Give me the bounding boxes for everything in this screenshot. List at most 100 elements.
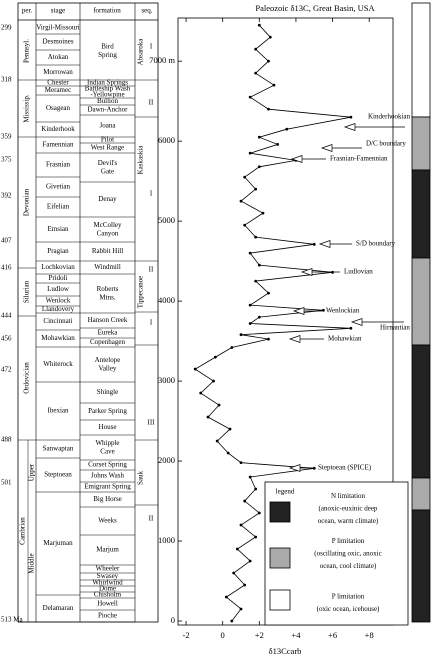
annotation: Steptoean (SPICE) [318, 464, 372, 472]
sequence-label: Kaskaskia [137, 145, 145, 175]
strat-frame [17, 2, 159, 623]
isotope-point [193, 367, 197, 371]
annotation: Wenlockian [326, 307, 360, 315]
isotope-point [272, 83, 276, 87]
isotope-point [322, 308, 325, 312]
formation-label: Swasey [97, 572, 119, 580]
formation-label: Antelope [95, 356, 121, 364]
stage-label: Eifelian [47, 203, 70, 211]
age-label: 375 [1, 156, 12, 164]
chart-title: Paleozoic δ13C, Great Basin, USA [255, 3, 375, 13]
formation-label: Bird [101, 42, 114, 50]
age-label: 407 [1, 237, 12, 245]
isotope-point [312, 466, 316, 470]
arrow-head [288, 464, 301, 472]
sequence-label: I [150, 319, 153, 327]
formation-label: Chisholm [94, 591, 122, 599]
stage-label: Meramec [45, 86, 71, 94]
legend-title: legend [276, 488, 295, 496]
sequence-label: Absaroka [137, 38, 145, 66]
isotope-point [239, 523, 243, 527]
isotope-point [285, 127, 289, 131]
formation-label: Rabbit Hill [92, 247, 123, 255]
stage-label: Llandovery [42, 305, 75, 313]
stage-label: Virgil-Missouri [36, 24, 79, 32]
formation-label: Devil's [98, 159, 118, 167]
sequence-label: II [149, 515, 154, 523]
isotope-point [254, 487, 258, 491]
annotation: Hirnantian [380, 324, 410, 332]
column-header: stage [51, 7, 65, 15]
limitation-bar [411, 169, 431, 259]
formation-label: Whirlwind [92, 579, 123, 587]
formation-label: Weeks [98, 517, 117, 525]
formation-label: Mtns. [99, 293, 115, 301]
stage-label: Atokan [48, 53, 69, 61]
isotope-point [254, 47, 258, 51]
y-tick-label: 1000 [158, 535, 175, 545]
isotope-point [199, 391, 203, 395]
stage-label: Emsian [48, 225, 69, 233]
isotope-point [232, 571, 236, 575]
stage-label: Famennian [42, 141, 74, 149]
legend-swatch [269, 589, 291, 611]
formation-label: West Range [91, 144, 124, 152]
formation-label: Copenhagen [90, 338, 125, 346]
annotation: D/C boundary [366, 140, 406, 148]
x-axis-label: δ13Ccarb [269, 646, 302, 656]
age-label: 501 [1, 479, 12, 487]
limitation-bar [411, 257, 431, 346]
stage-label: Lochkovian [41, 263, 75, 271]
isotope-point [217, 403, 221, 407]
isotope-point [243, 499, 247, 503]
isotope-point [257, 511, 261, 515]
annotation: S/D boundary [356, 240, 396, 248]
formation-label: McColley [94, 221, 122, 229]
stage-label: Wenlock [46, 297, 71, 305]
x-tick-label: +6 [328, 630, 337, 640]
stage-label: Mohawkian [41, 334, 75, 342]
column-header: per. [22, 7, 33, 15]
stage-label: Marjuman [43, 539, 73, 547]
formation-label: Johns Wash [91, 472, 124, 480]
isotope-point [268, 35, 272, 39]
legend-text: ocean, warm climate) [318, 517, 379, 525]
isotope-point [276, 142, 280, 146]
isotope-point [239, 199, 243, 203]
stage-label: Cincinnati [43, 317, 72, 325]
period-label: Silurian [23, 280, 31, 303]
isotope-point [312, 242, 316, 246]
formation-label: Cave [100, 447, 114, 455]
isotope-point [267, 337, 270, 341]
isotope-point [254, 535, 258, 539]
x-tick-label: +8 [365, 630, 374, 640]
stage-label: Chester [47, 79, 69, 87]
stage-label: Osagean [46, 104, 71, 112]
isotope-point [349, 115, 353, 119]
annotation: Mohawkian [328, 335, 362, 343]
formation-label: Eureka [98, 329, 119, 337]
formation-label: Bullion [97, 97, 119, 105]
y-tick-label: 6000 [158, 135, 175, 145]
x-tick-label: +2 [255, 630, 264, 640]
isotope-point [215, 439, 219, 443]
legend-text: (anoxic-euxinic deep [319, 505, 378, 513]
y-tick-label: 7000 m [149, 55, 175, 65]
y-tick-label: 4000 [158, 295, 175, 305]
annotation: Frasnian-Famennian [330, 155, 388, 163]
age-label: 318 [1, 76, 12, 84]
isotope-point [254, 71, 258, 75]
column-header: formation [93, 7, 121, 15]
sequence-label: III [148, 419, 156, 427]
isotope-point [239, 607, 243, 611]
age-label: 359 [1, 133, 12, 141]
isotope-point [248, 151, 252, 155]
arrow-head [290, 155, 303, 163]
stage-label: Frasnian [46, 161, 71, 169]
age-label: 472 [1, 366, 12, 374]
y-tick-label: 5000 [158, 215, 175, 225]
annotation: Kinderhookian [368, 113, 410, 121]
period-label: Ordovician [23, 362, 31, 394]
